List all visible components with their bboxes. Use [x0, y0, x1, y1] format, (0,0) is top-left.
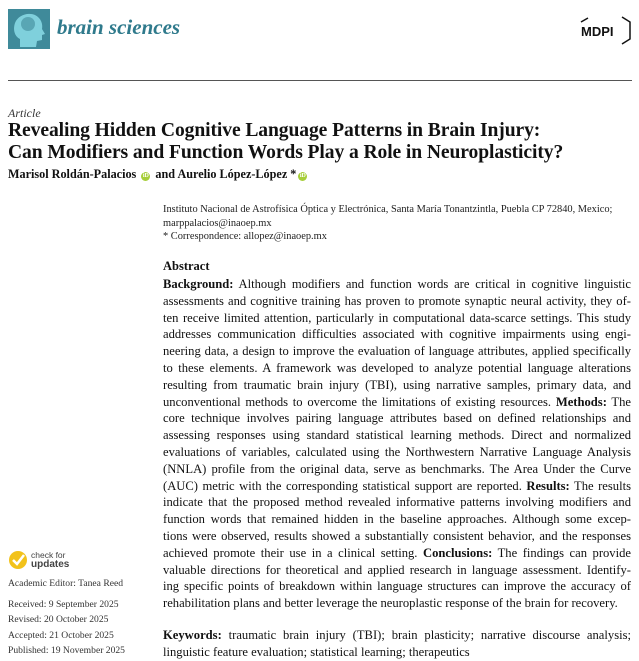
abstract-text: to these elements. A framework was devel… — [163, 360, 631, 375]
keywords-line: Keywords: traumatic brain injury (TBI); … — [163, 627, 631, 644]
abstract-line: to these elements. A framework was devel… — [163, 360, 631, 377]
abstract-line: achieved promote their use in a clinical… — [163, 545, 631, 562]
check-icon — [9, 551, 27, 569]
abstract-line: addresses communication difficulties ass… — [163, 326, 631, 343]
abstract-text: tions were observed, results showed a su… — [163, 528, 631, 543]
title-line: Can Modifiers and Function Words Play a … — [8, 142, 564, 163]
affiliation: Instituto Nacional de Astrofísica Óptica… — [163, 203, 612, 244]
abstract-text: (AUC) metric with the corresponding stat… — [163, 478, 527, 493]
keywords: Keywords: traumatic brain injury (TBI); … — [163, 627, 631, 661]
article-type: Article — [8, 106, 41, 120]
abstract-line: resulting from traumatic brain injury (T… — [163, 377, 631, 394]
accepted-date: Accepted: 21 October 2025 — [8, 629, 114, 641]
abstract-line: rehabilitation plans and better leverage… — [163, 595, 631, 612]
abstract-heading: Abstract — [163, 259, 210, 273]
orcid-icon[interactable]: iD — [141, 172, 151, 181]
abstract-line: ten receive limited attention, particula… — [163, 310, 631, 327]
abstract-text: assessments and cognitive training has p… — [163, 293, 631, 308]
abstract-text: The results — [569, 478, 631, 493]
article-title: Revealing Hidden Cognitive Language Patt… — [8, 120, 634, 164]
abstract-line: tions were observed, results showed a su… — [163, 528, 631, 545]
abstract-text: ing specific points of breakdown within … — [163, 579, 631, 594]
abstract-text: Although modifiers and function words ar… — [233, 277, 631, 291]
header-divider — [8, 80, 632, 81]
abstract-text: The — [606, 394, 631, 409]
abstract-text: rehabilitation plans and better leverage… — [163, 596, 618, 611]
author-name[interactable]: Marisol Roldán-Palacios — [8, 167, 137, 181]
abstract-text: (NNLA) profile from the original data, s… — [163, 461, 631, 476]
abstract-section-label: Conclusions: — [423, 545, 493, 560]
abstract-section-label: Background: — [163, 277, 234, 291]
received-date: Received: 9 September 2025 — [8, 598, 119, 610]
check-for-updates-badge[interactable]: check for updates — [8, 550, 69, 570]
abstract-text: core technique involves pairing language… — [163, 411, 631, 426]
abstract-body: Background: Although modifiers and funct… — [163, 276, 631, 612]
abstract-line: assessments and cognitive training has p… — [163, 293, 631, 310]
abstract-text: ten receive limited attention, particula… — [163, 310, 631, 325]
title-line: Revealing Hidden Cognitive Language Patt… — [8, 120, 541, 141]
abstract-line: indicate that the proposed method reveal… — [163, 494, 631, 511]
abstract-text: assessing responses using standard stati… — [163, 428, 631, 443]
keywords-text: traumatic brain injury (TBI); brain plas… — [228, 628, 631, 642]
abstract-section-label: Methods: — [555, 394, 607, 409]
revised-date: Revised: 20 October 2025 — [8, 614, 109, 625]
abstract-text: indicate that the proposed method reveal… — [163, 495, 631, 510]
abstract-text: achieved promote their use in a clinical… — [163, 545, 423, 560]
abstract-line: assessing responses using standard stati… — [163, 427, 631, 444]
abstract-text: unconventional methods to overcome the l… — [163, 394, 556, 409]
author-conjunction: and — [155, 167, 176, 181]
abstract-text: valuable directions for theoretical and … — [163, 562, 631, 577]
abstract-text: resulting from traumatic brain injury (T… — [163, 377, 631, 392]
abstract-section-label: Results: — [526, 478, 570, 493]
abstract-line: valuable directions for theoretical and … — [163, 562, 631, 579]
correspondence[interactable]: * Correspondence: allopez@inaoep.mx — [163, 231, 327, 242]
abstract-line: Background: Although modifiers and funct… — [163, 276, 631, 293]
affiliation-line: Instituto Nacional de Astrofísica Óptica… — [163, 204, 613, 215]
academic-editor: Academic Editor: Tanea Reed — [8, 578, 124, 589]
corresponding-mark: * — [290, 167, 297, 181]
published-date: Published: 19 November 2025 — [8, 645, 125, 656]
abstract-text: evaluations of variables, calculated usi… — [163, 444, 631, 459]
abstract-line: ing specific points of breakdown within … — [163, 578, 631, 595]
abstract-text: addresses communication difficulties ass… — [163, 327, 631, 342]
svg-text:MDPI: MDPI — [581, 24, 614, 39]
orcid-icon[interactable]: iD — [298, 172, 308, 181]
check-label: check for — [31, 550, 66, 560]
affiliation-email[interactable]: marppalacios@inaoep.mx — [163, 217, 272, 229]
abstract-line: unconventional methods to overcome the l… — [163, 394, 631, 411]
abstract-text: neering data, a design to improve the ev… — [163, 344, 631, 359]
journal-name: brain sciences — [57, 15, 181, 39]
abstract-line: core technique involves pairing language… — [163, 410, 631, 427]
journal-logo — [8, 9, 50, 49]
abstract-line: neering data, a design to improve the ev… — [163, 343, 631, 360]
abstract-line: (NNLA) profile from the original data, s… — [163, 461, 631, 478]
keywords-label: Keywords: — [163, 628, 222, 642]
brain-head-icon — [14, 13, 45, 48]
abstract-line: evaluations of variables, calculated usi… — [163, 444, 631, 461]
abstract-text: function words that remained hidden in t… — [163, 512, 631, 527]
abstract-line: function words that remained hidden in t… — [163, 511, 631, 528]
mdpi-logo: MDPI — [578, 15, 632, 45]
updates-label: updates — [31, 559, 70, 570]
author-list: Marisol Roldán-Palacios iD and Aurelio L… — [8, 167, 309, 182]
abstract-line: (AUC) metric with the corresponding stat… — [163, 478, 631, 495]
keywords-line: linguistic feature evaluation; statistic… — [163, 644, 470, 659]
article-dates: Academic Editor: Tanea Reed Received: 9 … — [8, 576, 125, 659]
author-name[interactable]: Aurelio López-López — [177, 167, 288, 181]
abstract-text: The findings can provide — [492, 545, 631, 560]
